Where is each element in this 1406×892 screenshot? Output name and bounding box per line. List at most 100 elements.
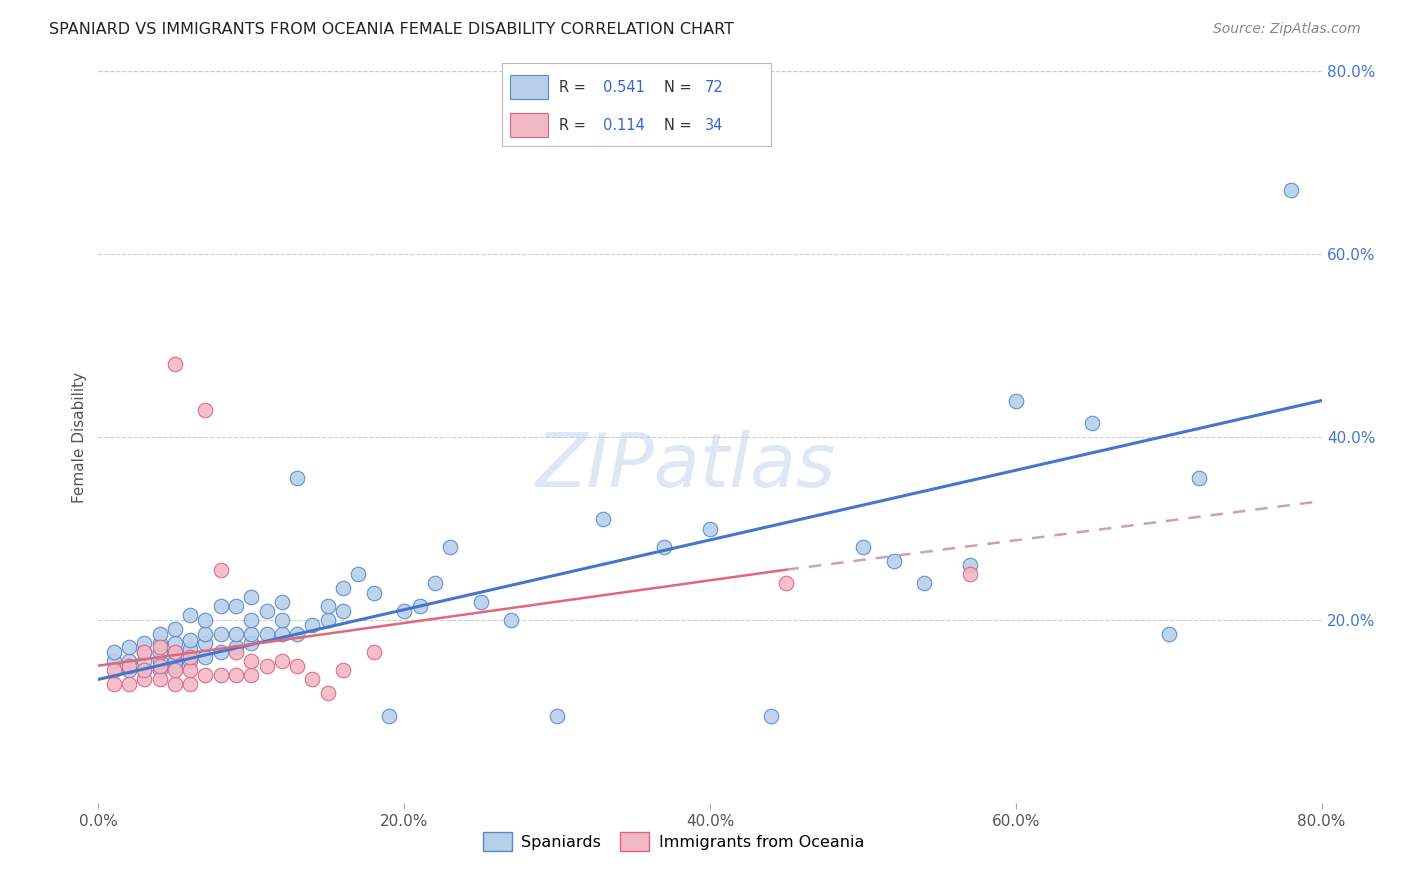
Point	[163, 636, 186, 650]
Point	[134, 636, 156, 650]
Point	[225, 645, 247, 659]
Text: 0.541: 0.541	[603, 79, 645, 95]
Point	[240, 613, 263, 627]
Point	[149, 673, 172, 687]
Point	[439, 540, 461, 554]
Point	[270, 613, 292, 627]
Point	[149, 626, 172, 640]
Point	[163, 645, 186, 659]
Text: 0.114: 0.114	[603, 118, 645, 133]
Point	[332, 604, 354, 618]
Point	[270, 594, 292, 608]
Text: N =: N =	[664, 79, 696, 95]
Point	[240, 590, 263, 604]
Text: R =: R =	[560, 79, 591, 95]
Text: R =: R =	[560, 118, 591, 133]
Point	[240, 636, 263, 650]
Point	[149, 645, 172, 659]
FancyBboxPatch shape	[502, 63, 770, 146]
Legend: Spaniards, Immigrants from Oceania: Spaniards, Immigrants from Oceania	[477, 826, 870, 857]
Point	[163, 658, 186, 673]
Point	[163, 677, 186, 691]
Point	[149, 654, 172, 668]
Text: N =: N =	[664, 118, 696, 133]
Text: ZIPatlas: ZIPatlas	[536, 430, 835, 502]
Point	[546, 709, 568, 723]
Point	[179, 608, 201, 623]
Point	[134, 673, 156, 687]
Point	[270, 654, 292, 668]
Point	[316, 686, 339, 700]
Point	[163, 654, 186, 668]
Point	[301, 617, 323, 632]
Point	[301, 673, 323, 687]
Point	[883, 553, 905, 567]
Text: Source: ZipAtlas.com: Source: ZipAtlas.com	[1213, 22, 1361, 37]
Point	[163, 622, 186, 636]
Point	[179, 654, 201, 668]
Point	[103, 654, 125, 668]
Point	[378, 709, 401, 723]
Point	[363, 645, 385, 659]
Point	[256, 626, 278, 640]
Point	[149, 640, 172, 655]
Point	[134, 663, 156, 677]
Point	[699, 521, 721, 535]
Point	[149, 636, 172, 650]
Point	[285, 658, 308, 673]
Point	[134, 645, 156, 659]
Text: 72: 72	[704, 79, 724, 95]
Point	[225, 667, 247, 681]
Point	[912, 576, 935, 591]
Point	[118, 654, 141, 668]
Point	[209, 599, 232, 614]
Point	[959, 567, 981, 582]
Point	[1004, 393, 1026, 408]
Point	[209, 626, 232, 640]
Point	[194, 636, 217, 650]
Point	[118, 658, 141, 673]
Point	[240, 626, 263, 640]
Point	[134, 645, 156, 659]
Point	[225, 626, 247, 640]
Point	[103, 677, 125, 691]
Point	[179, 633, 201, 648]
Point	[652, 540, 675, 554]
Point	[270, 626, 292, 640]
Point	[408, 599, 430, 614]
Point	[285, 626, 308, 640]
Point	[118, 663, 141, 677]
Point	[163, 357, 186, 371]
Point	[1081, 417, 1104, 431]
Point	[118, 677, 141, 691]
Point	[363, 585, 385, 599]
Point	[347, 567, 370, 582]
Point	[501, 613, 523, 627]
Point	[240, 667, 263, 681]
Point	[194, 649, 217, 664]
Point	[209, 667, 232, 681]
Point	[194, 613, 217, 627]
Point	[959, 558, 981, 573]
Text: 34: 34	[704, 118, 723, 133]
Point	[1279, 183, 1302, 197]
Point	[209, 563, 232, 577]
Point	[163, 645, 186, 659]
Point	[256, 658, 278, 673]
Point	[163, 663, 186, 677]
Point	[423, 576, 446, 591]
Point	[759, 709, 782, 723]
Point	[103, 663, 125, 677]
Point	[134, 663, 156, 677]
Point	[592, 512, 614, 526]
Point	[225, 599, 247, 614]
Bar	[510, 75, 548, 99]
Point	[332, 663, 354, 677]
Point	[179, 677, 201, 691]
Point	[149, 658, 172, 673]
Text: SPANIARD VS IMMIGRANTS FROM OCEANIA FEMALE DISABILITY CORRELATION CHART: SPANIARD VS IMMIGRANTS FROM OCEANIA FEMA…	[49, 22, 734, 37]
Point	[775, 576, 797, 591]
Point	[256, 604, 278, 618]
Point	[179, 649, 201, 664]
Point	[1188, 471, 1211, 485]
